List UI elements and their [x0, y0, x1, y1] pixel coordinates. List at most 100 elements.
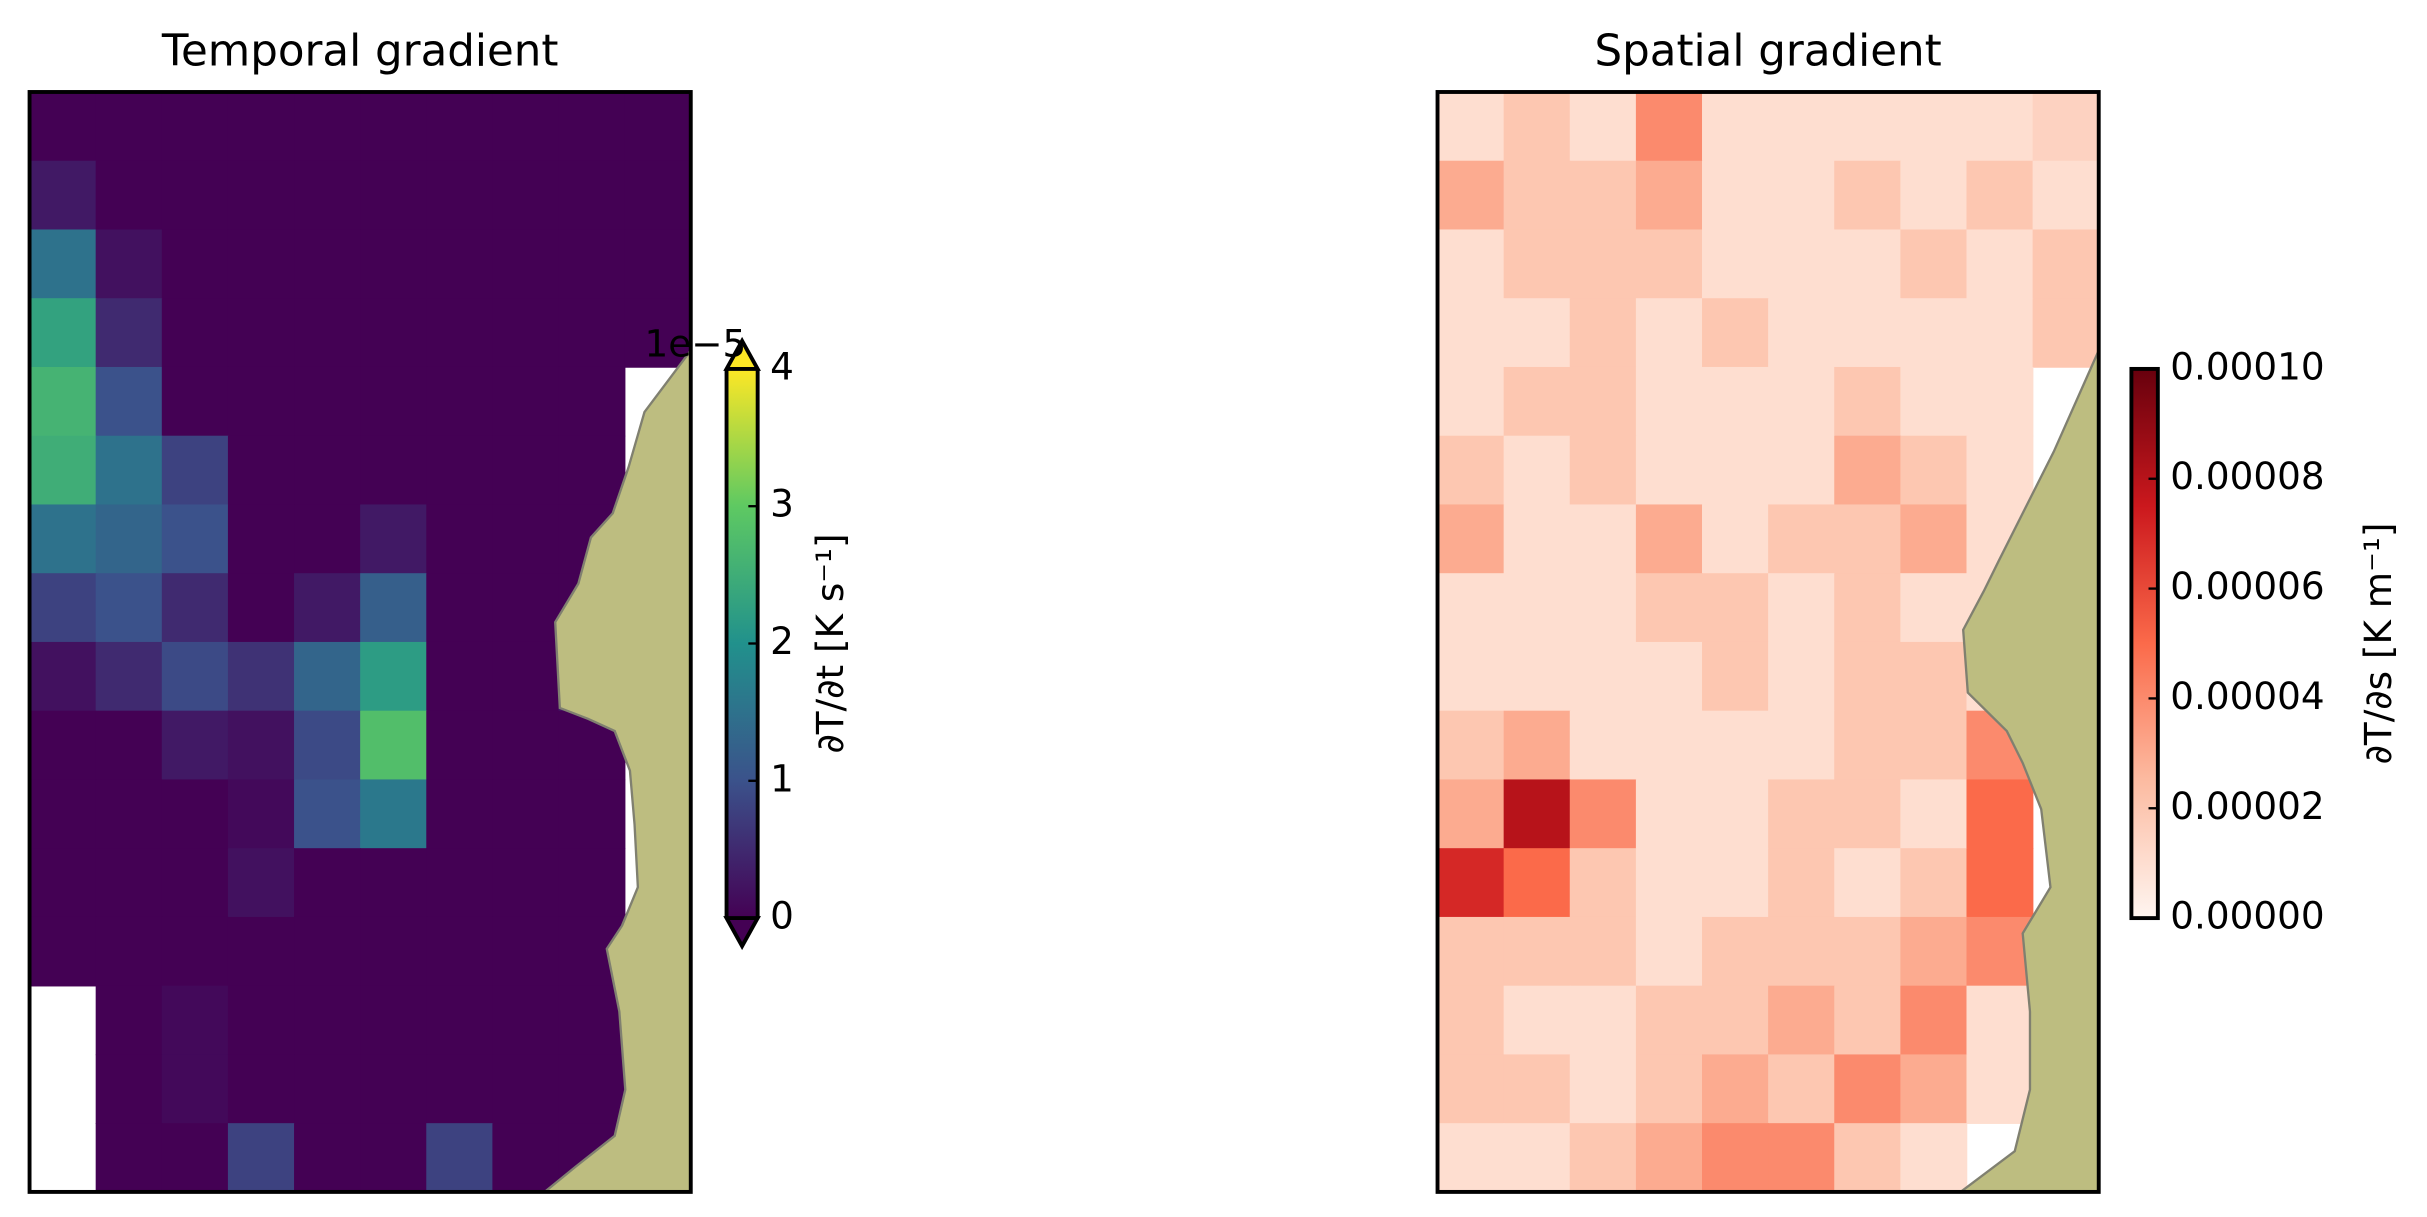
- heatmap-cell: [1569, 1054, 1637, 1124]
- panel: Temporal gradient 0 1 2 3 4 1e−5 ∂T/∂t [K s⁻¹]: [27, 27, 852, 1194]
- heatmap-cell: [1900, 298, 1968, 368]
- heatmap-cell: [161, 1123, 229, 1193]
- heatmap-cell: [1966, 916, 2034, 987]
- heatmap-cell: [29, 160, 97, 231]
- heatmap-cell: [492, 160, 560, 231]
- heatmap-cell: [1503, 298, 1571, 368]
- heatmap-cell: [161, 91, 229, 162]
- heatmap-cell: [1635, 641, 1703, 712]
- heatmap-cell: [95, 779, 163, 849]
- heatmap-cell: [1834, 985, 1902, 1056]
- heatmap-cell: [1768, 91, 1836, 162]
- heatmap-cell: [360, 1054, 428, 1124]
- heatmap-cell: [161, 229, 229, 299]
- heatmap-cell: [161, 573, 229, 643]
- heatmap-cell: [1834, 298, 1902, 368]
- heatmap-cell: [1834, 573, 1902, 643]
- heatmap-cell: [1768, 573, 1836, 643]
- heatmap-cell: [492, 710, 560, 781]
- heatmap-cell: [360, 641, 428, 712]
- heatmap-cell: [161, 1054, 229, 1124]
- heatmap-cell: [1635, 1123, 1703, 1193]
- heatmap-cell: [1437, 916, 1505, 987]
- heatmap-cell: [161, 366, 229, 437]
- heatmap-cell: [1702, 916, 1769, 987]
- heatmap-cell: [1768, 504, 1836, 574]
- heatmap-cell: [161, 916, 229, 987]
- heatmap-cell: [1569, 91, 1637, 162]
- heatmap-cell: [1702, 366, 1769, 437]
- heatmap-cell: [558, 91, 626, 162]
- heatmap-cell: [294, 848, 361, 918]
- heatmap-cell: [294, 710, 361, 781]
- heatmap-cell: [1569, 504, 1637, 574]
- heatmap-cell: [1503, 1123, 1571, 1193]
- heatmap-cell: [1768, 641, 1836, 712]
- heatmap-cell: [29, 779, 97, 849]
- heatmap-cell: [1768, 779, 1836, 849]
- heatmap-cell: [1702, 298, 1769, 368]
- heatmap-cell: [426, 504, 494, 574]
- heatmap-cell: [294, 573, 361, 643]
- heatmap-cell: [360, 91, 428, 162]
- heatmap-cell: [161, 985, 229, 1056]
- heatmap-cell: [1768, 298, 1836, 368]
- heatmap-cell: [426, 985, 494, 1056]
- heatmap-cell: [1702, 573, 1769, 643]
- heatmap-cell: [360, 504, 428, 574]
- heatmap-cell: [29, 366, 97, 437]
- heatmap-cell: [1702, 91, 1769, 162]
- heatmap-cell: [426, 160, 494, 231]
- heatmap-cell: [227, 435, 295, 506]
- heatmap-cell: [558, 435, 626, 506]
- heatmap-cell: [360, 916, 428, 987]
- heatmap-cell: [1437, 298, 1505, 368]
- heatmap-cell: [95, 641, 163, 712]
- heatmap-cell: [95, 573, 163, 643]
- heatmap-cell: [161, 641, 229, 712]
- heatmap-cell: [1966, 985, 2034, 1056]
- heatmap-cell: [161, 779, 229, 849]
- heatmap-cell: [492, 1054, 560, 1124]
- heatmap-cell: [1635, 1054, 1703, 1124]
- heatmap-cell: [1503, 160, 1571, 231]
- heatmap-cell: [1437, 504, 1505, 574]
- heatmap-cell: [1702, 710, 1769, 781]
- heatmap-cell: [95, 91, 163, 162]
- colorbar-tick-label: 3: [770, 482, 794, 526]
- heatmap-cell: [227, 504, 295, 574]
- heatmap-cell: [1768, 985, 1836, 1056]
- map-frame: [27, 90, 693, 1194]
- heatmap-cell: [227, 160, 295, 231]
- heatmap-cell: [1569, 641, 1637, 712]
- heatmap-cell: [624, 160, 692, 231]
- heatmap-cell: [1834, 229, 1902, 299]
- heatmap-cell: [1768, 160, 1836, 231]
- map-frame: [1435, 90, 2101, 1194]
- heatmap-cell: [426, 229, 494, 299]
- heatmap-cell: [426, 1123, 494, 1193]
- heatmap-cell: [1834, 160, 1902, 231]
- heatmap-cell: [1966, 779, 2034, 849]
- heatmap-cell: [558, 366, 626, 437]
- heatmap-cell: [360, 710, 428, 781]
- heatmap-cell: [1569, 573, 1637, 643]
- colorbar-offset-text: 1e−5: [645, 321, 747, 365]
- heatmap-cell: [227, 641, 295, 712]
- heatmap-cell: [1966, 1054, 2034, 1124]
- heatmap-cell: [161, 848, 229, 918]
- heatmap-cell: [95, 1123, 163, 1193]
- land: [541, 346, 692, 1194]
- heatmap-cell: [294, 1054, 361, 1124]
- heatmap-cell: [1834, 366, 1902, 437]
- heatmap-cell: [227, 229, 295, 299]
- heatmap-cell: [360, 298, 428, 368]
- heatmap-cell: [624, 91, 692, 162]
- heatmap-cell: [360, 779, 428, 849]
- heatmap-cell: [227, 91, 295, 162]
- heatmap-cell: [294, 435, 361, 506]
- heatmap-cell: [29, 916, 97, 987]
- heatmap-cell: [1635, 710, 1703, 781]
- heatmap-cell: [1768, 848, 1836, 918]
- heatmap-cell: [1635, 985, 1703, 1056]
